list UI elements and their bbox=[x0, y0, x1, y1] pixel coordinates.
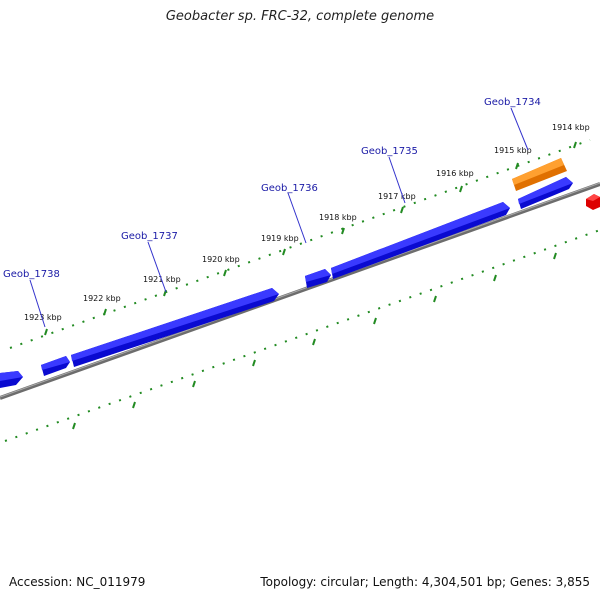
tick-label-1917: 1917 kbp bbox=[378, 192, 416, 201]
gene-label-geob-1738[interactable]: Geob_1738 bbox=[3, 269, 60, 280]
gene-small-left[interactable] bbox=[41, 356, 70, 376]
gene-labels: Geob_1738 Geob_1737 Geob_1736 Geob_1735 … bbox=[3, 97, 541, 280]
outer-tick-track bbox=[9, 139, 591, 349]
ruler-tick-labels: 1923 kbp 1922 kbp 1921 kbp 1920 kbp 1919… bbox=[24, 123, 590, 322]
tick-label-1915: 1915 kbp bbox=[494, 146, 532, 155]
tick-label-1916: 1916 kbp bbox=[436, 169, 474, 178]
tick-label-1922: 1922 kbp bbox=[83, 294, 121, 303]
tick-label-1914: 1914 kbp bbox=[552, 123, 590, 132]
gene-label-geob-1736[interactable]: Geob_1736 bbox=[261, 183, 318, 194]
ruler-major-ticks bbox=[44, 141, 577, 336]
gene-partial-left[interactable] bbox=[0, 371, 23, 388]
gene-geob-1735[interactable] bbox=[331, 202, 510, 279]
gene-label-geob-1737[interactable]: Geob_1737 bbox=[121, 231, 178, 242]
gene-label-lines bbox=[29, 107, 529, 328]
genome-backbone bbox=[0, 182, 600, 400]
tick-label-1918: 1918 kbp bbox=[319, 213, 357, 222]
gene-geob-1734-highlight[interactable] bbox=[512, 158, 567, 191]
tick-label-1920: 1920 kbp bbox=[202, 255, 240, 264]
gene-geob-1734-lower[interactable] bbox=[518, 177, 573, 209]
inner-major-ticks bbox=[72, 252, 557, 430]
gene-label-geob-1735[interactable]: Geob_1735 bbox=[361, 146, 418, 157]
tick-label-1923: 1923 kbp bbox=[24, 313, 62, 322]
feature-red-marker[interactable] bbox=[586, 194, 600, 210]
map-title: Geobacter sp. FRC-32, complete genome bbox=[165, 9, 435, 24]
genome-stats-text: Topology: circular; Length: 4,304,501 bp… bbox=[260, 575, 590, 589]
gene-geob-1737[interactable] bbox=[71, 288, 279, 367]
gene-geob-1736[interactable] bbox=[305, 269, 331, 288]
inner-tick-track bbox=[4, 229, 600, 442]
gene-label-geob-1734[interactable]: Geob_1734 bbox=[484, 97, 541, 108]
tick-label-1919: 1919 kbp bbox=[261, 234, 299, 243]
accession-text: Accession: NC_011979 bbox=[9, 575, 146, 589]
